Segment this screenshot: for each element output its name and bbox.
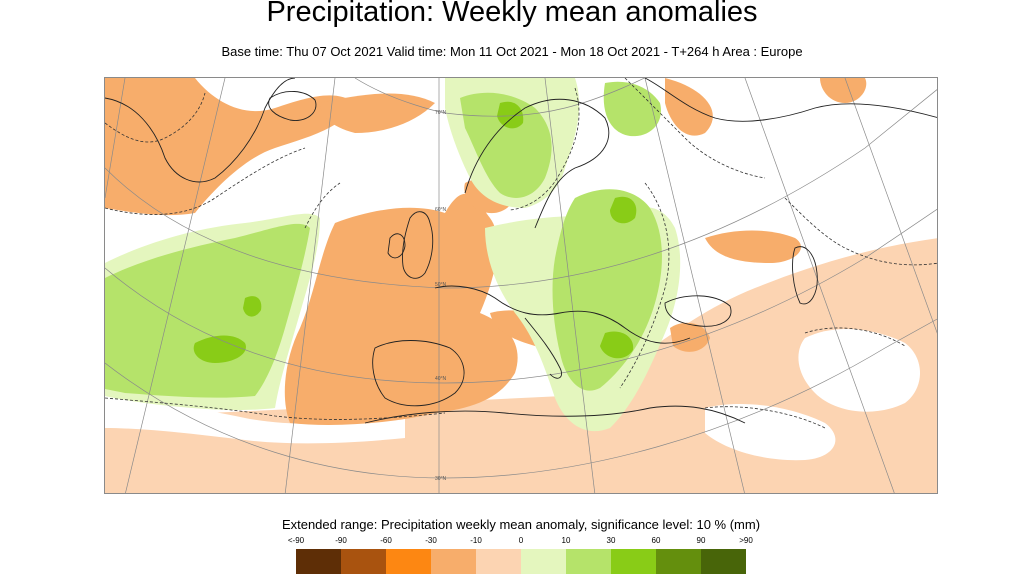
anomaly-region-wet-mid <box>552 189 662 391</box>
longitude-line <box>744 78 895 493</box>
legend-tick-labels: <-90 -90 -60 -30 -10 0 10 30 60 90 >90 <box>276 536 770 548</box>
anomaly-map: 70°N 60°N 50°N 40°N 30°N <box>104 77 938 494</box>
graticule-label: 30°N <box>435 476 447 482</box>
anomaly-region-dry-mid <box>284 193 518 425</box>
significance-contour <box>105 92 206 143</box>
legend-swatch <box>656 549 701 574</box>
longitude-line <box>284 78 336 493</box>
legend-tick-label: 10 <box>561 536 571 545</box>
legend-tick-label: -30 <box>425 536 437 545</box>
significance-contour <box>105 397 446 420</box>
anomaly-region-wet-strong <box>610 196 637 224</box>
anomaly-region-dry-mid <box>670 322 710 352</box>
chart-subtitle: Base time: Thu 07 Oct 2021 Valid time: M… <box>221 44 803 59</box>
graticule <box>105 78 937 493</box>
anomaly-region-dry-mid <box>105 78 355 216</box>
legend-swatch <box>386 549 431 574</box>
anomaly-region-dry-mid <box>705 230 801 263</box>
legend-tick-label: -60 <box>380 536 392 545</box>
latitude-line <box>105 318 937 479</box>
significance-contours <box>105 78 937 429</box>
coastline-europe <box>434 285 691 344</box>
anomaly-region-dry-mid <box>320 93 435 133</box>
legend-tick-label: -10 <box>470 536 482 545</box>
legend-title: Extended range: Precipitation weekly mea… <box>281 517 761 532</box>
significance-contour <box>784 197 937 266</box>
legend-tick-label: 60 <box>651 536 661 545</box>
coastline-britain <box>402 211 434 279</box>
graticule-label: 60°N <box>435 207 447 213</box>
significance-contour <box>304 182 341 229</box>
legend-swatch <box>341 549 386 574</box>
significance-contour <box>704 406 826 429</box>
legend-tick-label: 90 <box>696 536 706 545</box>
longitude-line <box>544 78 596 493</box>
legend-color-bar <box>296 549 746 574</box>
legend-swatch <box>476 549 521 574</box>
graticule-label: 70°N <box>435 110 447 116</box>
coastline-africa <box>364 405 746 424</box>
legend-tick-label: <-90 <box>287 536 305 545</box>
significance-contour <box>509 87 580 211</box>
significance-contour <box>804 327 906 347</box>
graticule-label: 40°N <box>435 376 447 382</box>
latitude-line <box>105 208 937 384</box>
coastline-italy <box>524 317 562 379</box>
anomaly-region-neutral <box>798 328 920 412</box>
legend-swatch <box>611 549 656 574</box>
map-canvas: 70°N 60°N 50°N 40°N 30°N <box>105 78 937 493</box>
coastline-black-sea <box>664 295 732 327</box>
legend-tick-label: 30 <box>606 536 616 545</box>
graticule-label: 50°N <box>435 282 447 288</box>
legend-swatch <box>521 549 566 574</box>
coastlines <box>105 78 937 424</box>
anomaly-region-neutral <box>705 403 836 461</box>
coastline-russia-north <box>644 78 937 122</box>
longitude-line <box>105 78 126 199</box>
coastline-scandinavia <box>464 98 610 229</box>
anomaly-region-wet-strong <box>193 335 246 363</box>
anomaly-region-wet-strong <box>243 296 262 317</box>
coastline-iceland <box>268 91 317 121</box>
anomaly-region-wet-mid <box>603 81 661 137</box>
coastline-caspian <box>792 246 818 305</box>
legend-swatch <box>566 549 611 574</box>
longitude-line <box>125 78 226 493</box>
latitude-line <box>354 78 646 117</box>
anomaly-region-dry-mid <box>665 78 713 136</box>
legend-tick-label: >90 <box>739 536 753 545</box>
longitude-line <box>644 78 745 493</box>
legend-tick-label: 0 <box>518 536 524 545</box>
chart-title: Precipitation: Weekly mean anomalies <box>266 0 758 28</box>
anomaly-region-dry-mid <box>820 78 867 103</box>
legend-swatch <box>431 549 476 574</box>
significance-contour <box>105 147 306 215</box>
coastline-ireland <box>387 233 406 259</box>
anomaly-region-wet-strong <box>600 331 634 359</box>
legend-swatch <box>296 549 341 574</box>
legend-swatch <box>701 549 746 574</box>
significance-contour <box>624 78 766 179</box>
anomaly-region-wet-mid <box>460 92 552 198</box>
coastline-iberia <box>372 340 465 407</box>
legend-tick-label: -90 <box>335 536 347 545</box>
anomaly-region-wet-strong <box>497 101 524 129</box>
anomaly-region-wet-mid <box>105 223 310 398</box>
latitude-line <box>105 89 937 289</box>
significance-contour <box>619 182 670 389</box>
longitude-line <box>844 78 937 334</box>
